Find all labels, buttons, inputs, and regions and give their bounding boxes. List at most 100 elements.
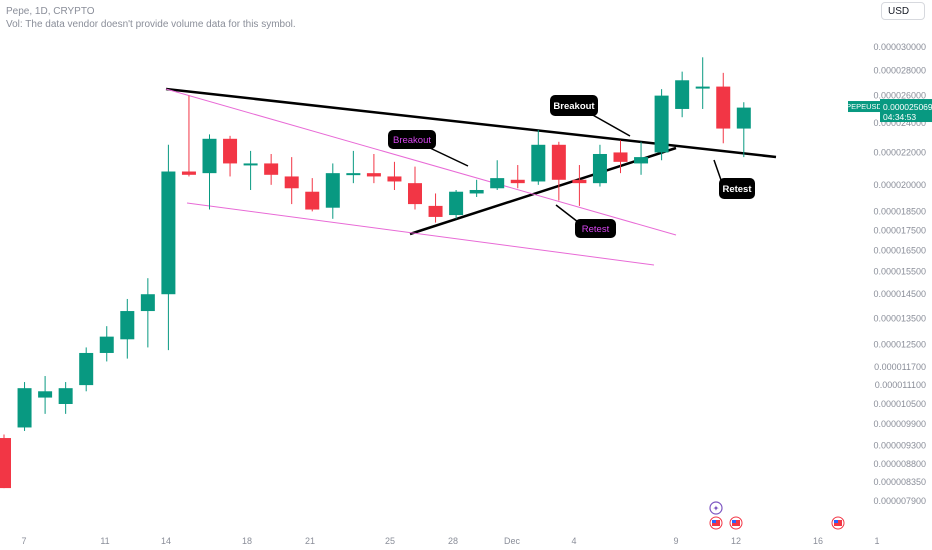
candle-body — [181, 171, 196, 175]
y-tick-label: 0.000028000 — [873, 65, 926, 75]
annotation-retest: Retest — [555, 204, 616, 238]
x-tick-label: 9 — [673, 536, 678, 546]
candle-body — [469, 189, 484, 194]
y-tick-label: 0.000011100 — [875, 380, 926, 390]
candle-body — [202, 138, 217, 174]
candle-body — [716, 86, 731, 129]
candle — [161, 144, 176, 351]
annotation-pointer — [713, 159, 722, 181]
symbol-title: Pepe, 1D, CRYPTO — [6, 6, 95, 17]
candle-body — [284, 176, 299, 189]
y-tick-label: 0.000007900 — [873, 496, 926, 506]
candle-body — [79, 352, 94, 386]
y-tick-label: 0.000013500 — [873, 314, 926, 324]
flag-canton — [732, 520, 736, 523]
candle-body — [161, 171, 176, 295]
candle-body — [17, 388, 32, 428]
wedge-upper-line — [165, 88, 677, 236]
candle-body — [387, 176, 402, 182]
candle — [613, 140, 628, 174]
candle-body — [613, 152, 628, 162]
y-tick-label: 0.000008350 — [873, 477, 926, 487]
y-tick-label: 0.000010500 — [873, 399, 926, 409]
x-tick-label: 1 — [874, 536, 879, 546]
candle — [120, 298, 135, 359]
candle-body — [325, 173, 340, 208]
volume-note: Vol: The data vendor doesn't provide vol… — [6, 19, 296, 30]
annotation-pointer — [590, 113, 631, 137]
y-tick-label: 0.000017500 — [873, 225, 926, 235]
candle-body — [120, 311, 135, 340]
candle — [428, 193, 443, 223]
candle — [654, 89, 669, 161]
candle — [17, 382, 32, 431]
candle-body — [736, 107, 751, 129]
annotation-box — [575, 219, 616, 238]
dividend-icon: ✦ — [709, 501, 723, 515]
candle — [695, 57, 710, 109]
x-tick-label: 14 — [161, 536, 171, 546]
x-tick-label: 21 — [305, 536, 315, 546]
candle-body — [305, 191, 320, 210]
x-tick-label: 18 — [242, 536, 252, 546]
rising-support-line — [409, 146, 677, 236]
candle-body — [264, 163, 279, 175]
candle-body — [58, 388, 73, 404]
y-tick-label: 0.000009300 — [873, 440, 926, 450]
upper-trendline — [165, 87, 777, 159]
candle — [408, 166, 422, 210]
annotation-breakout: Breakout — [550, 95, 631, 137]
annotation-box — [388, 130, 436, 149]
candle-body — [243, 163, 258, 166]
x-tick-label: 12 — [731, 536, 741, 546]
trendlines — [165, 87, 777, 266]
flag-canton — [712, 520, 716, 523]
candle — [716, 72, 731, 144]
candle — [346, 150, 361, 184]
candle — [202, 134, 217, 210]
x-tick-label: 7 — [21, 536, 26, 546]
candle-body — [449, 191, 464, 216]
candle-body — [510, 179, 525, 184]
candle — [223, 135, 238, 177]
y-tick-label: 0.000020000 — [873, 180, 926, 190]
candle-body — [551, 144, 566, 180]
candle — [592, 144, 607, 187]
candle — [325, 163, 340, 219]
y-tick-label: 0.000009900 — [873, 419, 926, 429]
symbol-tag-label: PEPEUSD — [846, 102, 882, 111]
x-tick-label: 16 — [813, 536, 823, 546]
candle — [449, 189, 464, 219]
y-tick-label: 0.000011700 — [874, 362, 926, 372]
annotation-retest: Retest — [713, 159, 755, 199]
candle-body — [38, 391, 53, 398]
candle-body — [634, 157, 649, 164]
currency-button[interactable]: USD — [881, 2, 925, 20]
candle — [675, 71, 690, 118]
candle — [38, 376, 53, 414]
flag-canton — [834, 520, 838, 523]
candle — [510, 165, 525, 189]
candle — [490, 160, 505, 190]
candle — [387, 161, 402, 190]
y-tick-label: 0.000018500 — [873, 206, 926, 216]
candle — [0, 434, 11, 489]
countdown: 04:34:53 — [883, 112, 916, 122]
x-tick-label: 4 — [571, 536, 576, 546]
price-box — [880, 99, 932, 123]
candle-body — [695, 86, 710, 89]
y-tick-label: 0.000016500 — [873, 245, 926, 255]
event-markers: ✦ — [709, 501, 845, 530]
x-tick-label: 11 — [100, 536, 109, 546]
annotations: Breakout Retest Breakout Retest — [388, 95, 755, 238]
candle-body — [140, 294, 155, 312]
us-flag-icon — [709, 516, 723, 530]
time-axis: 7 11 14 18 21 25 28 Dec 4 9 12 16 1 — [21, 536, 879, 546]
candle-body — [654, 95, 669, 153]
candle-body — [223, 138, 238, 164]
candle — [140, 278, 155, 348]
y-tick-label: 0.000026000 — [873, 91, 926, 101]
annotation-label: Retest — [722, 184, 752, 195]
candle-body — [490, 178, 505, 189]
